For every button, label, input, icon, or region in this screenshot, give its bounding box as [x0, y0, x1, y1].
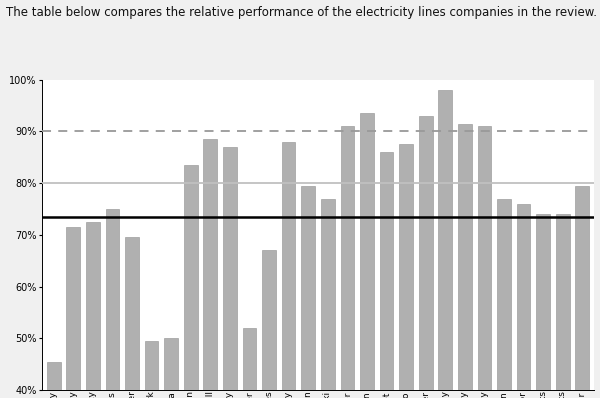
Bar [399, 144, 413, 398]
Bar [517, 204, 530, 398]
Bar [341, 126, 354, 398]
Bar [419, 116, 433, 398]
Bar [164, 338, 178, 398]
Bar [47, 361, 61, 398]
Bar [556, 214, 569, 398]
Text: The table below compares the relative performance of the electricity lines compa: The table below compares the relative pe… [6, 6, 597, 19]
Bar [242, 328, 256, 398]
Bar [380, 152, 394, 398]
Bar [458, 123, 472, 398]
Bar [497, 199, 511, 398]
Bar [86, 222, 100, 398]
Bar [184, 165, 197, 398]
Bar [125, 237, 139, 398]
Bar [282, 142, 295, 398]
Bar [223, 147, 237, 398]
Bar [536, 214, 550, 398]
Bar [67, 227, 80, 398]
Bar [145, 341, 158, 398]
Bar [321, 199, 335, 398]
Bar [360, 113, 374, 398]
Bar [478, 126, 491, 398]
Bar [262, 250, 276, 398]
Bar [203, 139, 217, 398]
Bar [106, 209, 119, 398]
Bar [575, 185, 589, 398]
Bar [439, 90, 452, 398]
Bar [301, 185, 315, 398]
